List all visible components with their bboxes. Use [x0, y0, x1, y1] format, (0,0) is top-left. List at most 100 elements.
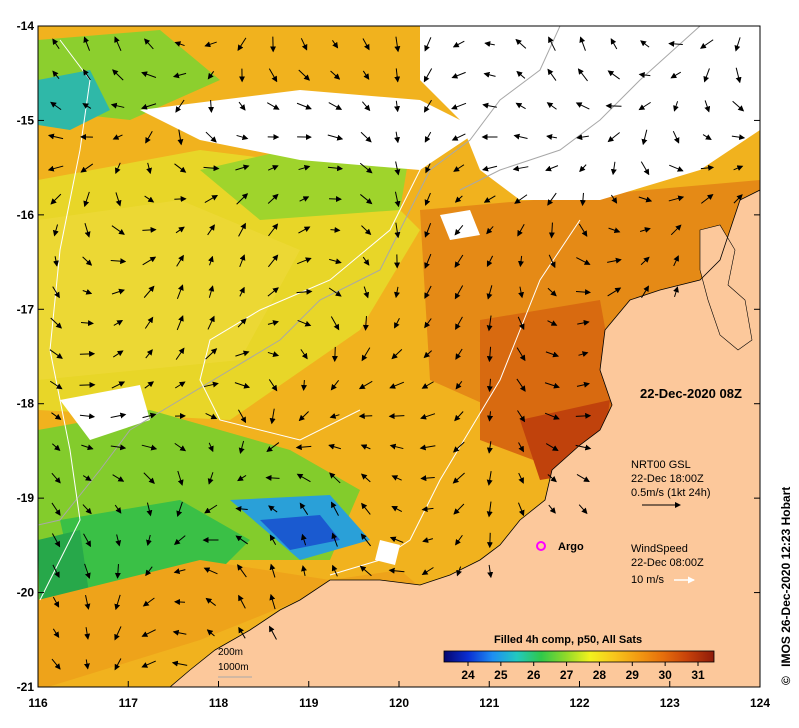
current-vector [238, 101, 246, 111]
current-vector [668, 40, 683, 47]
current-vector [451, 102, 467, 110]
current-vector [517, 224, 525, 237]
current-vector [424, 37, 432, 52]
current-vector [51, 412, 62, 420]
current-vector [545, 443, 559, 451]
current-vector [82, 475, 92, 481]
current-vector [83, 191, 90, 208]
current-vector [394, 161, 401, 176]
current-vector [547, 192, 557, 206]
current-vector [84, 223, 91, 238]
current-vector [145, 349, 153, 359]
current-vector [673, 101, 679, 112]
current-vector [177, 129, 184, 146]
current-vector [546, 102, 557, 110]
current-vector [388, 567, 405, 574]
y-tick-label: -20 [17, 586, 35, 600]
current-vector [486, 501, 493, 518]
current-vector [110, 258, 127, 265]
x-tick-label: 123 [660, 696, 680, 710]
current-vector [576, 134, 589, 141]
current-vector [638, 196, 653, 203]
current-vector [732, 100, 745, 112]
kimberley-coast [699, 224, 753, 351]
current-vector [420, 413, 436, 420]
current-vector [145, 566, 153, 577]
current-vector [544, 382, 560, 389]
current-vector [176, 284, 184, 299]
bathymetry-contour-1000m [199, 149, 431, 441]
current-vector [146, 502, 153, 517]
current-vector [362, 70, 370, 80]
current-vector [269, 563, 276, 578]
current-vector [141, 660, 156, 668]
current-vector [296, 102, 312, 110]
current-vector [360, 533, 372, 547]
current-vector [332, 40, 339, 49]
current-vector [546, 134, 557, 140]
current-vector [486, 255, 494, 268]
current-vector [575, 102, 590, 110]
current-vector [204, 194, 219, 203]
colorbar-tick-label: 30 [658, 668, 672, 682]
current-vector [420, 475, 435, 482]
current-vector [610, 38, 618, 50]
current-vector [79, 350, 96, 357]
current-vector [455, 534, 463, 546]
current-vector [331, 501, 339, 516]
current-vector [238, 440, 245, 455]
current-vector [513, 133, 528, 140]
cool-patch-teal [38, 70, 110, 130]
current-vector [456, 566, 462, 577]
current-vector [452, 40, 465, 48]
current-vector [172, 72, 187, 79]
current-vector [363, 286, 370, 299]
current-vector [517, 316, 525, 331]
current-vector [576, 381, 590, 388]
current-vector [84, 627, 91, 640]
current-vector [331, 564, 338, 577]
current-vector [113, 320, 124, 326]
current-vector [483, 195, 496, 203]
current-vector [454, 195, 463, 203]
current-vector [175, 347, 185, 360]
current-vector [50, 193, 62, 205]
current-vector [268, 68, 278, 83]
current-vector [455, 381, 463, 390]
current-vector [82, 289, 93, 295]
current-vector [205, 413, 218, 420]
current-vector [421, 567, 434, 576]
current-vector [607, 287, 622, 297]
current-vector [143, 285, 155, 298]
current-vector [424, 192, 431, 206]
y-tick-label: -14 [17, 19, 35, 33]
current-vector [516, 70, 526, 79]
cold-patch [260, 515, 340, 550]
current-vector [207, 315, 215, 330]
current-vector [423, 99, 432, 113]
current-vector [360, 194, 373, 205]
y-tick-label: -15 [17, 113, 35, 127]
current-vector [236, 193, 249, 205]
current-vector [544, 412, 560, 420]
current-vector [296, 288, 313, 295]
current-vector [328, 287, 342, 297]
current-vector [516, 347, 526, 362]
y-tick-label: -16 [17, 208, 35, 222]
colorbar-tick-label: 25 [494, 668, 508, 682]
current-vector [733, 165, 744, 171]
current-vector [361, 502, 371, 515]
x-tick-label: 121 [479, 696, 499, 710]
current-vector [700, 194, 714, 204]
x-axis: 116 117 118 119 120 121 122 123 124 [28, 681, 770, 710]
current-vector [361, 101, 371, 112]
current-vector [80, 163, 94, 173]
x-tick-label: 117 [119, 696, 139, 710]
current-vector [547, 320, 558, 326]
current-vector [548, 254, 556, 269]
current-vector [514, 194, 528, 204]
current-vector [576, 257, 591, 265]
current-vector [424, 318, 432, 329]
current-vector [453, 503, 465, 515]
